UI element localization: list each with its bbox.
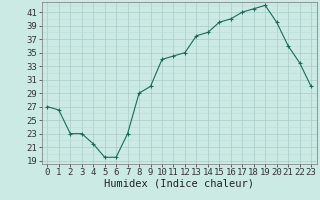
X-axis label: Humidex (Indice chaleur): Humidex (Indice chaleur)	[104, 179, 254, 189]
